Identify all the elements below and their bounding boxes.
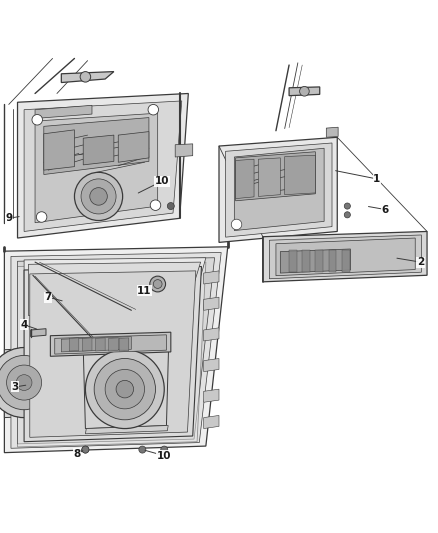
Polygon shape — [83, 135, 114, 165]
Text: 10: 10 — [155, 176, 170, 186]
Polygon shape — [35, 113, 158, 223]
Circle shape — [231, 219, 242, 230]
Polygon shape — [234, 148, 324, 231]
Circle shape — [32, 115, 42, 125]
Polygon shape — [44, 130, 74, 170]
Polygon shape — [118, 132, 149, 162]
Circle shape — [81, 179, 116, 214]
Circle shape — [150, 276, 166, 292]
Polygon shape — [44, 118, 149, 174]
Polygon shape — [24, 258, 206, 319]
Polygon shape — [82, 338, 92, 351]
Polygon shape — [109, 338, 118, 351]
Circle shape — [80, 71, 91, 82]
Circle shape — [16, 375, 32, 391]
Circle shape — [82, 446, 89, 453]
Polygon shape — [35, 106, 92, 118]
Circle shape — [90, 188, 107, 205]
Circle shape — [116, 381, 134, 398]
Circle shape — [344, 203, 350, 209]
Polygon shape — [175, 144, 193, 157]
Text: 2: 2 — [417, 257, 424, 267]
Circle shape — [148, 104, 159, 115]
Polygon shape — [328, 251, 336, 272]
Polygon shape — [18, 258, 215, 444]
Polygon shape — [219, 138, 337, 243]
Polygon shape — [55, 335, 166, 354]
Polygon shape — [50, 332, 171, 356]
Circle shape — [300, 86, 309, 96]
Polygon shape — [315, 251, 323, 272]
Polygon shape — [236, 152, 315, 201]
Polygon shape — [30, 271, 196, 437]
Polygon shape — [263, 231, 427, 282]
Text: 4: 4 — [21, 320, 28, 330]
Circle shape — [36, 212, 47, 222]
Polygon shape — [4, 247, 228, 453]
Polygon shape — [119, 338, 129, 351]
Text: 6: 6 — [382, 205, 389, 215]
Circle shape — [82, 446, 89, 453]
Text: 8: 8 — [73, 449, 80, 459]
Text: 3: 3 — [12, 382, 19, 392]
Polygon shape — [302, 251, 310, 272]
Polygon shape — [258, 158, 280, 197]
Circle shape — [161, 446, 168, 453]
Circle shape — [74, 172, 123, 221]
Polygon shape — [276, 238, 415, 276]
Polygon shape — [4, 348, 55, 418]
Polygon shape — [204, 297, 219, 310]
Polygon shape — [326, 127, 338, 138]
Polygon shape — [285, 155, 315, 195]
Polygon shape — [24, 101, 182, 231]
Circle shape — [105, 369, 145, 409]
Text: 1: 1 — [373, 174, 380, 184]
Polygon shape — [18, 262, 206, 447]
Polygon shape — [289, 251, 297, 272]
Text: 11: 11 — [137, 286, 152, 296]
Polygon shape — [204, 328, 219, 341]
Polygon shape — [204, 359, 219, 372]
Polygon shape — [24, 266, 201, 442]
Circle shape — [139, 446, 146, 453]
Circle shape — [150, 200, 161, 211]
Polygon shape — [61, 71, 114, 83]
Text: 10: 10 — [157, 451, 172, 461]
Polygon shape — [11, 253, 221, 448]
Polygon shape — [69, 338, 79, 351]
Polygon shape — [31, 329, 46, 336]
Text: 7: 7 — [45, 292, 52, 302]
Polygon shape — [269, 235, 421, 279]
Circle shape — [0, 356, 51, 410]
Circle shape — [7, 365, 42, 400]
Polygon shape — [61, 336, 131, 352]
Polygon shape — [85, 425, 168, 434]
Polygon shape — [226, 143, 332, 237]
Text: 9: 9 — [5, 213, 12, 223]
Polygon shape — [204, 415, 219, 429]
Circle shape — [0, 348, 59, 418]
Circle shape — [94, 359, 155, 420]
Circle shape — [167, 203, 174, 209]
Circle shape — [153, 280, 162, 288]
Polygon shape — [18, 93, 188, 238]
Polygon shape — [280, 249, 350, 273]
Polygon shape — [204, 389, 219, 402]
Circle shape — [344, 212, 350, 218]
Polygon shape — [95, 338, 105, 351]
Polygon shape — [342, 251, 350, 272]
Polygon shape — [204, 271, 219, 284]
Polygon shape — [236, 159, 254, 199]
Polygon shape — [289, 87, 320, 96]
Polygon shape — [28, 262, 201, 316]
Circle shape — [85, 350, 164, 429]
